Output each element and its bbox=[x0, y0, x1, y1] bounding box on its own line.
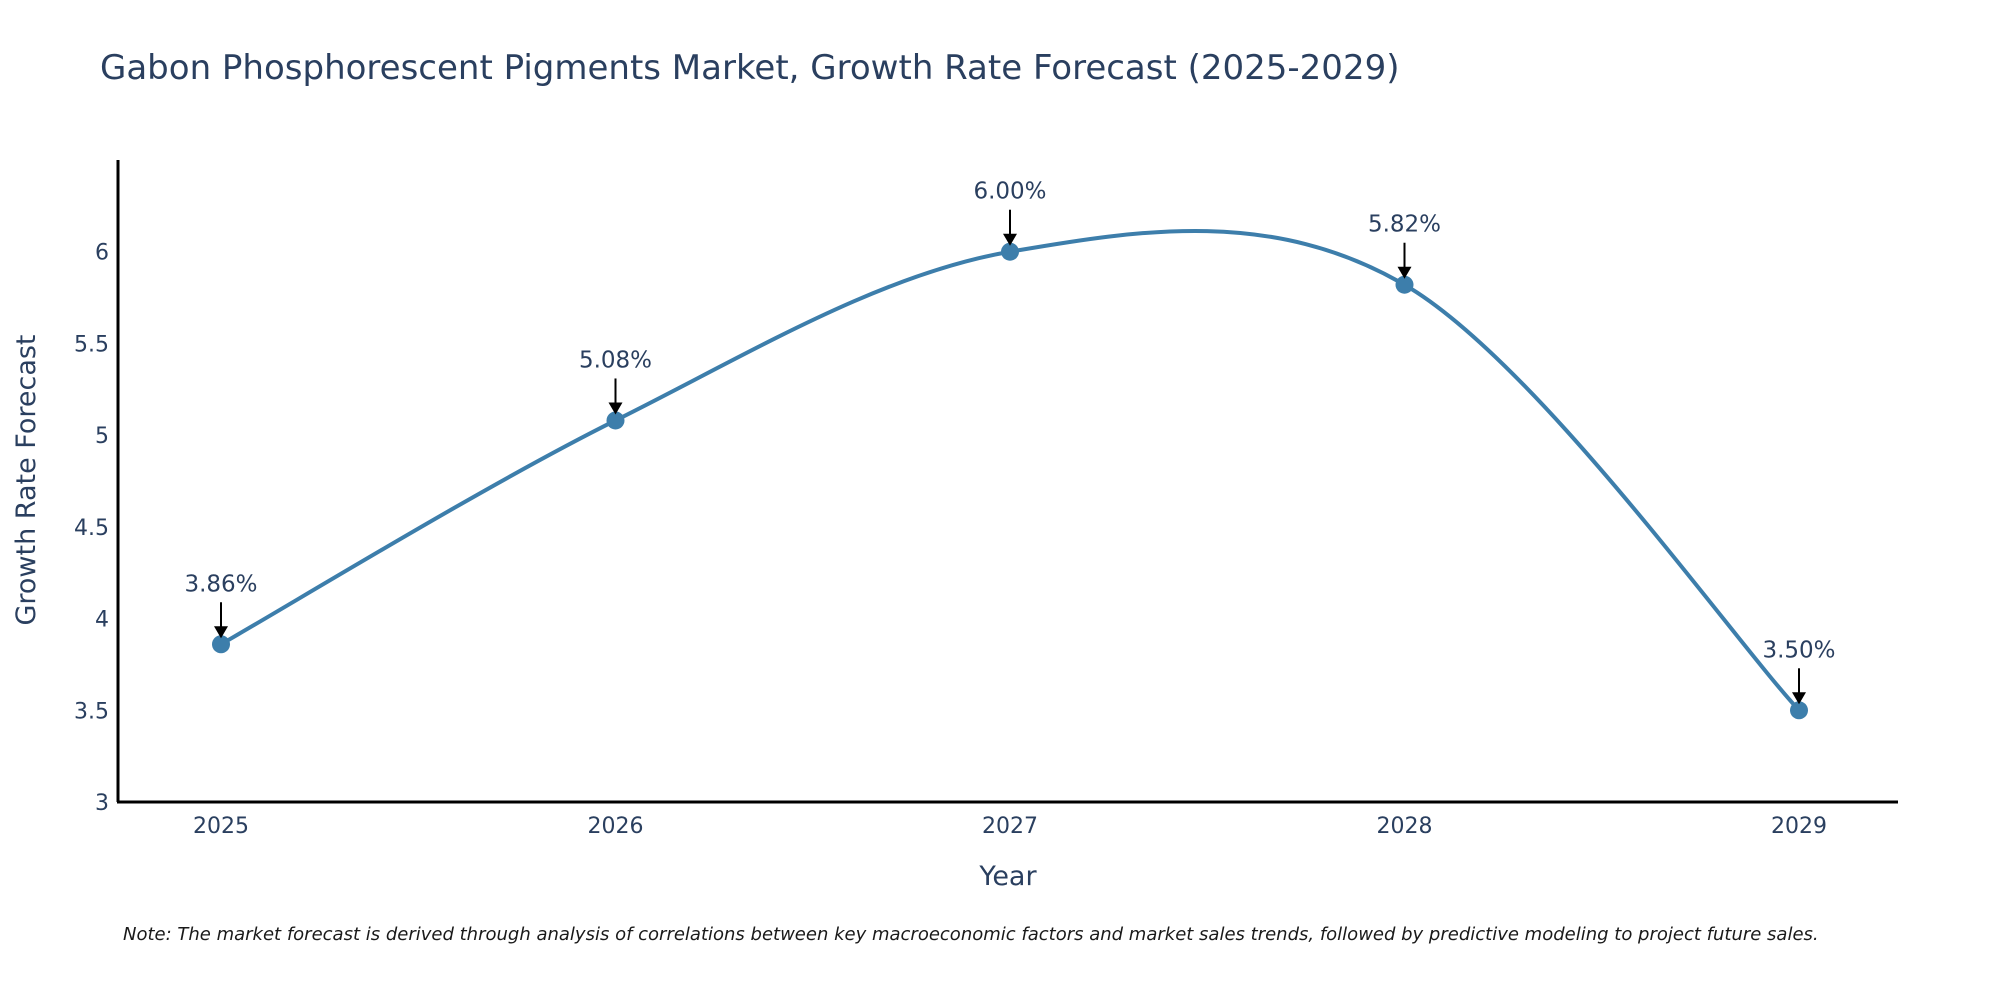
y-tick-label: 4 bbox=[95, 608, 109, 633]
x-tick-label: 2029 bbox=[1771, 814, 1827, 839]
data-point bbox=[1790, 701, 1808, 720]
annotation-arrowhead bbox=[1792, 692, 1806, 705]
data-label: 3.50% bbox=[1762, 637, 1835, 663]
data-point bbox=[1395, 275, 1414, 294]
y-tick-label: 3.5 bbox=[74, 699, 109, 724]
data-point bbox=[1001, 242, 1019, 261]
data-point bbox=[212, 635, 230, 654]
y-tick-label: 3 bbox=[95, 791, 109, 816]
y-tick-label: 5.5 bbox=[74, 332, 109, 357]
axes bbox=[116, 160, 1898, 804]
y-tick-label: 4.5 bbox=[74, 516, 109, 541]
x-axis-title: Year bbox=[978, 861, 1037, 892]
x-tick-label: 2025 bbox=[193, 814, 249, 839]
annotation-arrowhead bbox=[214, 626, 228, 639]
data-label: 3.86% bbox=[184, 571, 257, 597]
x-tick-label: 2028 bbox=[1377, 814, 1433, 839]
data-label: 5.08% bbox=[579, 347, 652, 373]
x-tick-labels: 2025 2026 2027 2028 2029 bbox=[193, 814, 1827, 839]
y-tick-label: 6 bbox=[95, 241, 109, 266]
y-tick-labels: 3 3.5 4 4.5 5 5.5 6 bbox=[74, 241, 109, 816]
series-line bbox=[220, 228, 1801, 712]
footnote: Note: The market forecast is derived thr… bbox=[123, 924, 1819, 945]
markers-layer bbox=[212, 242, 1808, 720]
annotation-arrowhead bbox=[608, 402, 623, 415]
y-tick-label: 5 bbox=[95, 424, 109, 449]
series-layer bbox=[220, 228, 1801, 712]
y-axis-title: Growth Rate Forecast bbox=[11, 334, 42, 625]
chart-title: Gabon Phosphorescent Pigments Market, Gr… bbox=[100, 48, 1399, 88]
annotation-arrowhead bbox=[1397, 266, 1412, 279]
data-point bbox=[606, 411, 625, 430]
x-tick-label: 2027 bbox=[982, 814, 1038, 839]
data-label: 6.00% bbox=[973, 179, 1046, 205]
x-tick-label: 2026 bbox=[588, 814, 644, 839]
data-label: 5.82% bbox=[1368, 212, 1441, 238]
annotation-arrowhead bbox=[1003, 233, 1017, 246]
annotations-layer: 3.86% 5.08% 6.00% 5.82% 3.50% bbox=[184, 179, 1836, 705]
